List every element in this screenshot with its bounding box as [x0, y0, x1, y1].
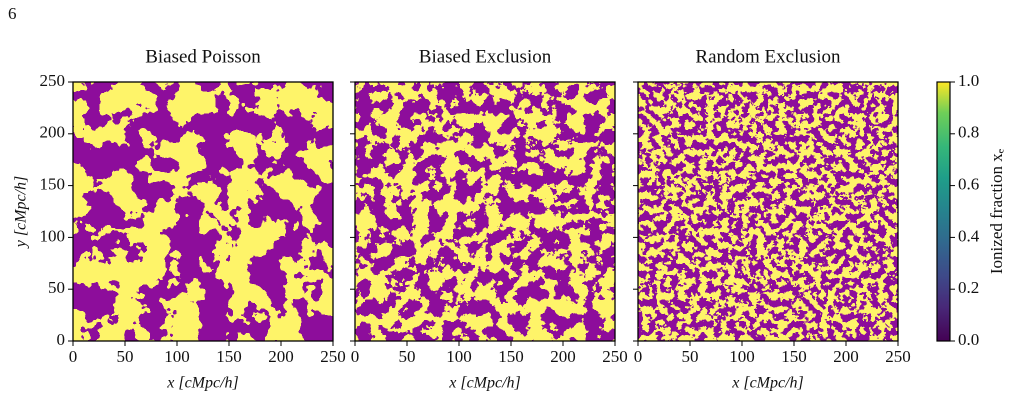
x-tick-label: 0 — [69, 347, 78, 366]
colorbar-tick-label: 0.4 — [958, 226, 980, 245]
x-tick-label: 50 — [117, 347, 134, 366]
x-tick-label: 250 — [602, 347, 628, 366]
colorbar-tick-label: 0.6 — [958, 175, 979, 194]
x-axis-label: x [cMpc/h] — [166, 375, 239, 392]
ionization-map — [638, 82, 898, 341]
x-tick-label: 100 — [729, 347, 755, 366]
x-tick-label: 200 — [833, 347, 859, 366]
ionization-map — [355, 82, 615, 341]
x-tick-label: 50 — [399, 347, 416, 366]
x-tick-label: 0 — [351, 347, 360, 366]
x-tick-label: 250 — [885, 347, 911, 366]
x-tick-label: 50 — [682, 347, 699, 366]
y-tick-label: 200 — [40, 123, 66, 142]
y-axis-label: y [cMpc/h] — [13, 176, 30, 250]
x-tick-label: 150 — [216, 347, 242, 366]
ionization-map — [73, 82, 333, 341]
y-tick-label: 50 — [48, 278, 65, 297]
x-tick-label: 250 — [320, 347, 346, 366]
x-tick-label: 200 — [268, 347, 294, 366]
x-tick-label: 100 — [446, 347, 472, 366]
colorbar-label: Ionized fraction xₑ — [987, 148, 1006, 274]
x-tick-label: 150 — [781, 347, 807, 366]
frame — [637, 81, 899, 342]
panel-title: Biased Poisson — [145, 46, 261, 67]
x-tick-label: 200 — [550, 347, 576, 366]
panel-title: Biased Exclusion — [419, 46, 552, 67]
x-tick-label: 100 — [164, 347, 190, 366]
x-axis-label: x [cMpc/h] — [731, 375, 804, 392]
y-tick-label: 250 — [40, 71, 66, 90]
colorbar-tick-label: 1.0 — [958, 71, 979, 90]
colorbar-tick-label: 0.0 — [958, 330, 979, 349]
frame — [72, 81, 334, 342]
x-axis-label: x [cMpc/h] — [448, 375, 521, 392]
colorbar — [936, 81, 951, 342]
page-number: 6 — [8, 4, 17, 23]
y-tick-label: 150 — [40, 175, 66, 194]
colorbar-tick-label: 0.2 — [958, 278, 979, 297]
colorbar-tick-label: 0.8 — [958, 123, 979, 142]
frame — [354, 81, 616, 342]
x-tick-label: 0 — [634, 347, 643, 366]
x-tick-label: 150 — [498, 347, 524, 366]
y-tick-label: 100 — [40, 226, 66, 245]
y-tick-label: 0 — [57, 330, 66, 349]
panel-title: Random Exclusion — [695, 46, 841, 67]
